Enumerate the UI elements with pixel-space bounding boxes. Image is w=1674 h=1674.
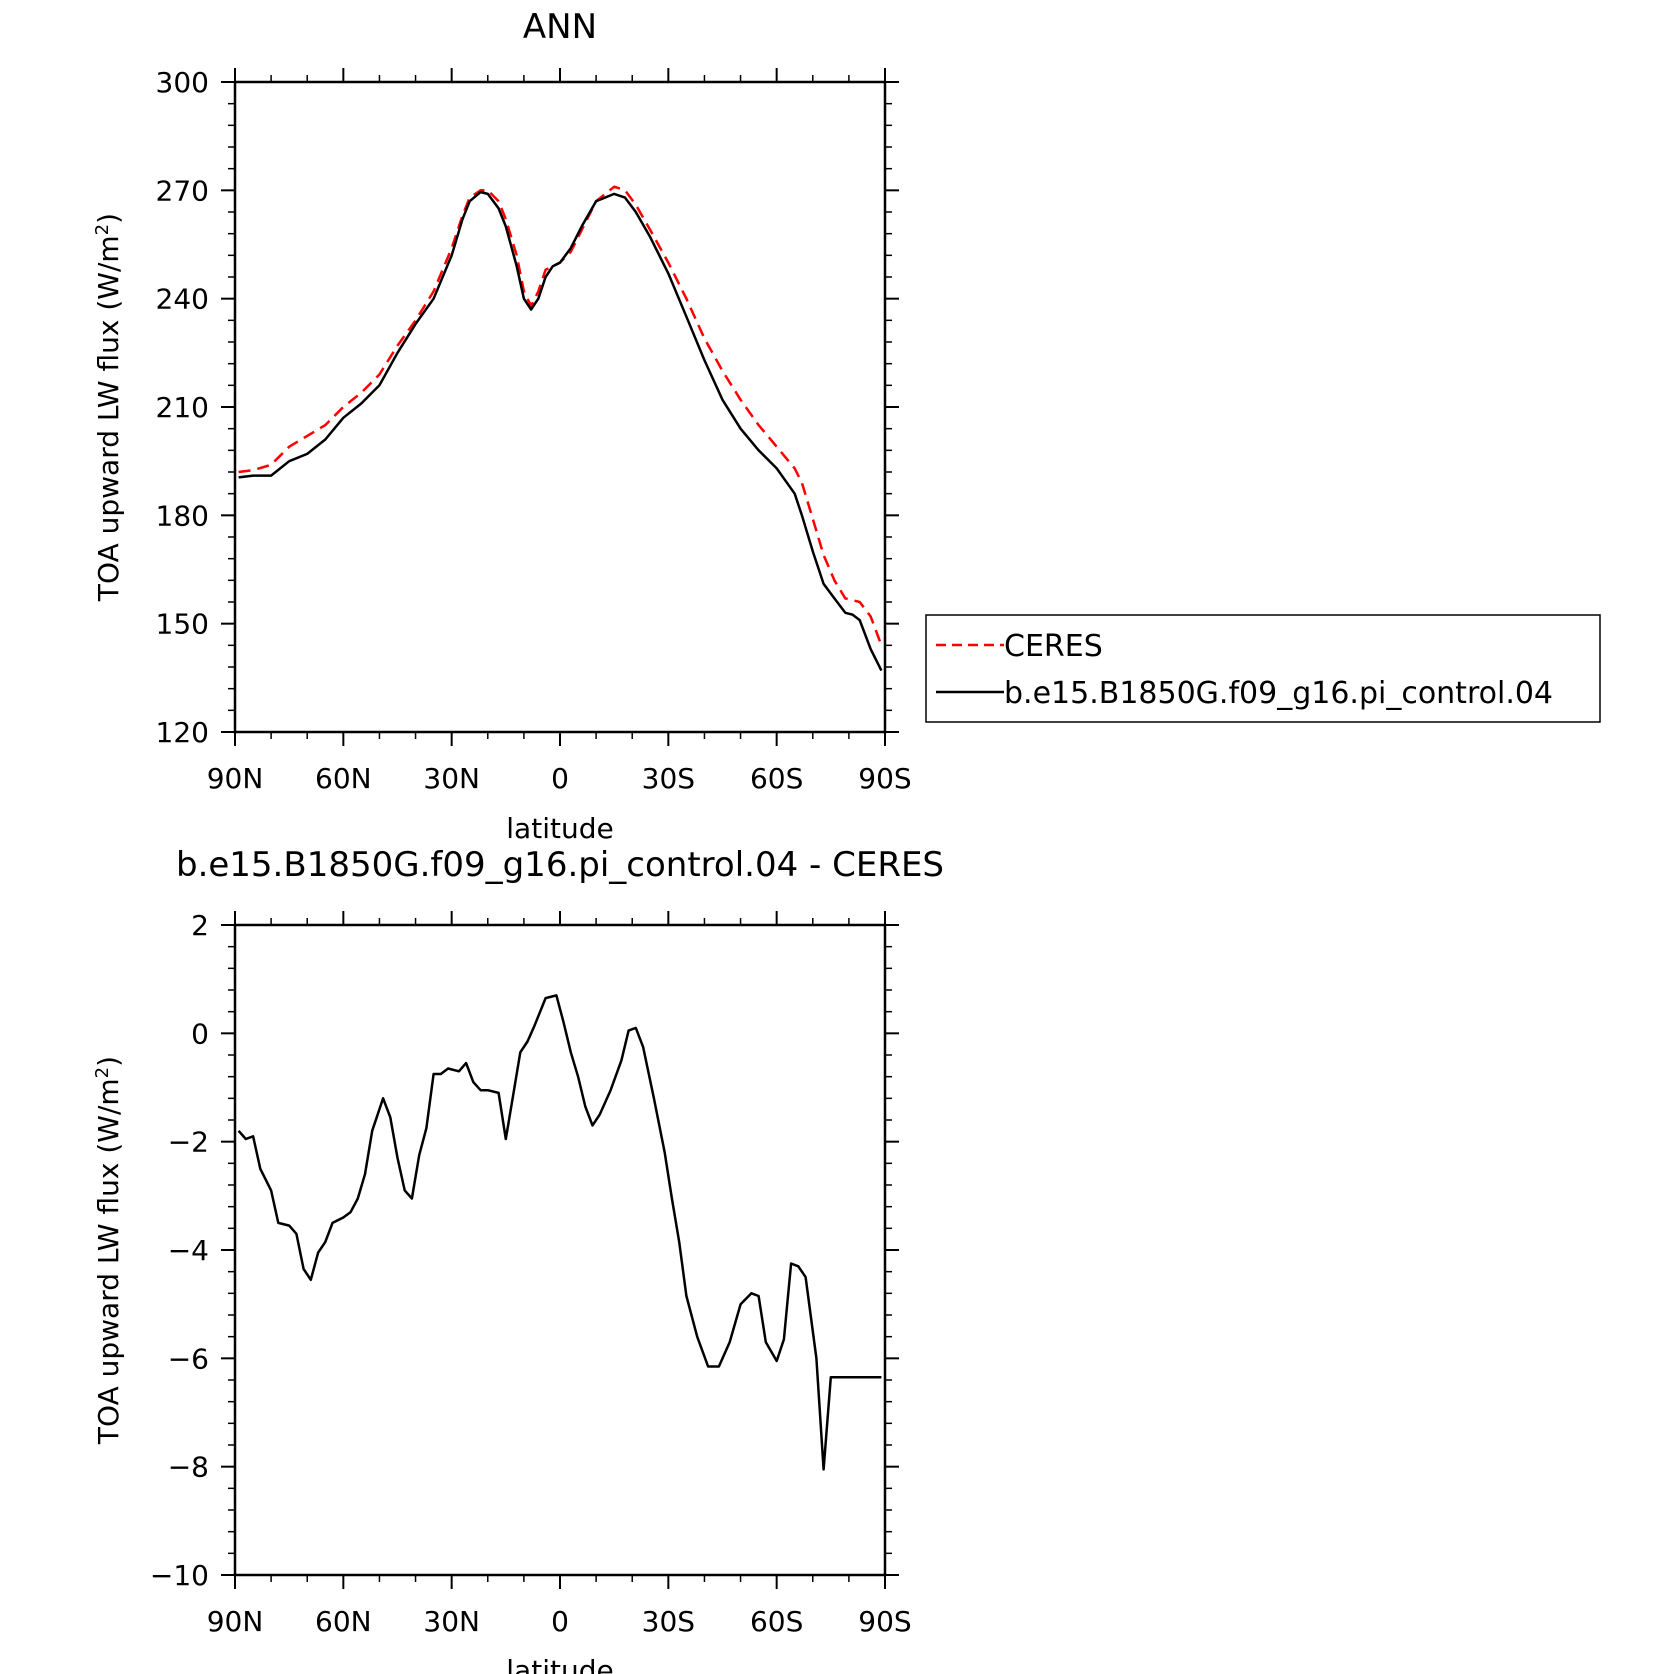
bottom-panel: b.e15.B1850G.f09_g16.pi_control.04 - CER… bbox=[92, 845, 944, 1674]
bottom-y-axis-label: TOA upward LW flux (W/m2) bbox=[92, 1056, 125, 1445]
y-tick-label: 210 bbox=[156, 391, 209, 424]
x-tick-label: 60S bbox=[750, 1605, 803, 1638]
y-tick-label: −2 bbox=[168, 1126, 209, 1159]
x-tick-label: 90N bbox=[207, 762, 264, 795]
x-tick-label: 30S bbox=[642, 1605, 695, 1638]
bottom-x-axis-label: latitude bbox=[506, 1654, 613, 1674]
series-line-0-1 bbox=[238, 190, 883, 672]
y-tick-label: −4 bbox=[168, 1234, 209, 1267]
x-tick-label: 30S bbox=[642, 762, 695, 795]
y-tick-label: 120 bbox=[156, 716, 209, 749]
x-tick-label: 30N bbox=[423, 762, 480, 795]
y-tick-label: 150 bbox=[156, 608, 209, 641]
y-tick-label: 240 bbox=[156, 283, 209, 316]
y-tick-label: −6 bbox=[168, 1342, 209, 1375]
top-y-axis-label: TOA upward LW flux (W/m2) bbox=[92, 213, 125, 602]
bottom-lines bbox=[237, 994, 882, 1471]
legend-label-model: b.e15.B1850G.f09_g16.pi_control.04 bbox=[1004, 676, 1553, 711]
x-tick-label: 0 bbox=[551, 1605, 569, 1638]
bottom-ticks: 90N 60N 30N 0 30S 60S 90S −10 −8 −6 −4 −2 0 2 bbox=[150, 909, 912, 1638]
x-tick-label: 0 bbox=[551, 762, 569, 795]
bottom-y-axis-label-end: ) bbox=[92, 1056, 125, 1067]
x-tick-label: 90S bbox=[858, 1605, 911, 1638]
y-tick-label: 180 bbox=[156, 499, 209, 532]
y-tick-label: −10 bbox=[150, 1559, 209, 1592]
y-tick-label: 0 bbox=[191, 1017, 209, 1050]
legend-box bbox=[925, 614, 1601, 723]
x-tick-label: 90S bbox=[858, 762, 911, 795]
bottom-y-axis-label-main: TOA upward LW flux (W/m bbox=[92, 1078, 125, 1445]
top-plot-frame bbox=[233, 80, 887, 734]
top-ticks: 90N 60N 30N 0 30S 60S 90S 120 150 180 210 240 270 300 bbox=[156, 66, 912, 795]
series-line-1-0 bbox=[237, 994, 882, 1471]
top-x-axis-label: latitude bbox=[506, 812, 613, 845]
legend: CERES b.e15.B1850G.f09_g16.pi_control.04 bbox=[925, 614, 1601, 723]
legend-label-ceres: CERES bbox=[1004, 629, 1103, 664]
y-tick-label: 2 bbox=[191, 909, 209, 942]
bottom-plot-frame bbox=[233, 923, 887, 1577]
y-tick-label: 300 bbox=[156, 66, 209, 99]
y-tick-label: −8 bbox=[168, 1451, 209, 1484]
top-lines bbox=[238, 185, 883, 672]
top-y-axis-label-main: TOA upward LW flux (W/m bbox=[92, 235, 125, 602]
x-tick-label: 60S bbox=[750, 762, 803, 795]
bottom-chart-title: b.e15.B1850G.f09_g16.pi_control.04 - CER… bbox=[176, 845, 944, 885]
series-line-0-0 bbox=[238, 185, 883, 646]
x-tick-label: 30N bbox=[423, 1605, 480, 1638]
x-tick-label: 90N bbox=[207, 1605, 264, 1638]
x-tick-label: 60N bbox=[315, 1605, 372, 1638]
x-tick-label: 60N bbox=[315, 762, 372, 795]
top-panel: ANN 90N 60N 30N 0 30S 60S 90S 120 150 180 210 240 27… bbox=[92, 7, 1601, 845]
top-y-axis-label-sup: 2 bbox=[92, 224, 113, 235]
top-y-axis-label-end: ) bbox=[92, 213, 125, 224]
top-chart-title: ANN bbox=[523, 7, 597, 47]
y-tick-label: 270 bbox=[156, 174, 209, 207]
bottom-y-axis-label-sup: 2 bbox=[92, 1067, 113, 1078]
